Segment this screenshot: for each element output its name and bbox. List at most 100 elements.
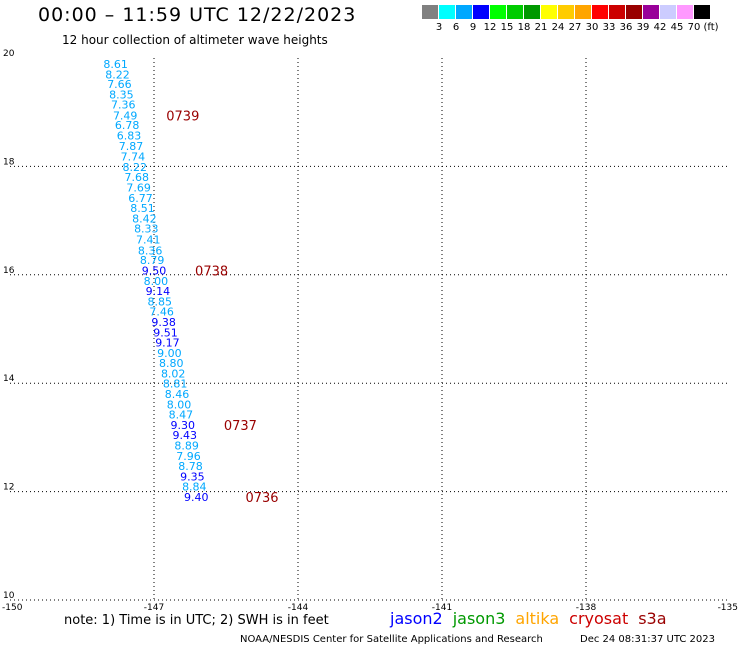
wave-height-point: 8.35 [109,88,134,101]
wave-height-point: 8.89 [174,440,199,453]
satellite-s3a: s3a [638,609,667,628]
y-tick-label: 18 [3,157,15,167]
wave-height-point: 9.14 [146,285,171,298]
wave-height-point: 9.51 [153,326,178,339]
color-swatch [456,5,472,19]
color-swatch [626,5,642,19]
y-tick-label: 12 [3,483,14,493]
x-tick-label: -150 [2,603,23,613]
satellite-jason2: jason2 [390,609,443,628]
wave-height-point: 8.46 [165,388,190,401]
wave-height-point: 9.35 [180,470,205,483]
x-tick-label: -144 [288,603,309,613]
footer-note: note: 1) Time is in UTC; 2) SWH is in fe… [64,613,329,628]
wave-height-point: 9.17 [155,337,180,350]
color-scale-label: 18 [517,22,531,33]
color-swatch [473,5,489,19]
color-scale-label: 33 [602,22,616,33]
chart-title: 00:00 – 11:59 UTC 12/22/2023 [38,4,357,26]
x-tick-label: -147 [144,603,164,613]
color-scale-label: (ft) [703,22,719,33]
wave-height-point: 6.77 [128,192,153,205]
color-swatch [575,5,591,19]
color-scale-label: 12 [483,22,497,33]
color-swatch [694,5,710,19]
wave-height-point: 7.46 [149,306,174,319]
color-swatch [541,5,557,19]
satellite-jason3: jason3 [452,609,506,628]
color-swatch [592,5,608,19]
wave-height-point: 8.00 [144,275,169,288]
wave-height-point: 8.51 [130,202,155,215]
color-swatch [660,5,676,19]
y-tick-label: 16 [3,266,15,276]
wave-height-point: 9.40 [184,491,209,504]
wave-height-point: 9.00 [157,347,182,360]
satellite-altika: altika [515,609,560,628]
color-scale-label: 27 [568,22,582,33]
wave-height-point: 8.22 [123,161,148,174]
generated-timestamp: Dec 24 08:31:37 UTC 2023 [580,634,715,645]
color-scale-label: 3 [435,22,443,33]
pass-time-label: 0736 [245,491,278,506]
color-swatch [524,5,540,19]
wave-height-point: 6.78 [115,119,140,132]
wave-height-point: 8.00 [167,398,192,411]
x-tick-label: -138 [576,603,597,613]
wave-height-point: 8.79 [140,254,165,267]
color-scale-label: 70 [687,22,701,33]
wave-height-point: 8.42 [132,212,157,225]
wave-height-point: 8.22 [105,68,130,81]
credit-text: NOAA/NESDIS Center for Satellite Applica… [240,634,543,645]
color-scale-label: 42 [653,22,667,33]
wave-height-point: 9.50 [142,264,167,277]
pass-time-label: 0738 [195,264,228,279]
color-scale-label: 45 [670,22,684,33]
wave-height-point: 9.43 [172,429,197,442]
wave-height-point: 8.02 [161,367,186,380]
color-scale-label: 36 [619,22,633,33]
color-scale-label: 30 [585,22,599,33]
y-tick-label: 10 [3,591,15,601]
color-swatch [643,5,659,19]
wave-height-point: 8.84 [182,481,207,494]
color-swatch [439,5,455,19]
wave-height-point: 9.30 [171,419,196,432]
wave-height-point: 7.49 [113,109,138,122]
color-swatch [422,5,438,19]
color-swatch [609,5,625,19]
color-swatch [677,5,693,19]
wave-height-point: 7.66 [107,78,132,91]
wave-height-point: 9.38 [151,316,176,329]
wave-height-point: 7.41 [136,234,161,247]
color-scale-label: 39 [636,22,650,33]
wave-height-point: 7.68 [124,171,149,184]
color-swatch [507,5,523,19]
wave-height-point: 7.74 [121,151,146,164]
wave-height-point: 8.33 [134,223,159,236]
wave-height-point: 8.47 [169,409,194,422]
wave-height-point: 6.83 [117,130,142,143]
wave-height-point: 7.69 [126,182,151,195]
color-scale-label: 15 [500,22,514,33]
wave-height-point: 8.78 [178,460,203,473]
pass-time-label: 0739 [166,109,199,124]
x-tick-label: -141 [432,603,452,613]
color-scale-label: 24 [551,22,565,33]
wave-height-point: 8.80 [159,357,184,370]
pass-time-label: 0737 [224,419,257,434]
y-tick-label: 20 [3,49,15,59]
color-scale-label: 6 [452,22,460,33]
color-scale-label: 9 [469,22,477,33]
wave-height-point: 8.36 [138,244,163,257]
color-swatch [558,5,574,19]
wave-height-point: 8.81 [163,378,188,391]
satellite-cryosat: cryosat [569,609,629,628]
wave-height-point: 8.61 [103,58,128,71]
wave-height-point: 7.87 [119,140,144,153]
color-scale-label: 21 [534,22,548,33]
x-tick-label: -135 [718,603,738,613]
wave-height-point: 7.36 [111,99,136,112]
chart-subtitle: 12 hour collection of altimeter wave hei… [62,33,328,47]
